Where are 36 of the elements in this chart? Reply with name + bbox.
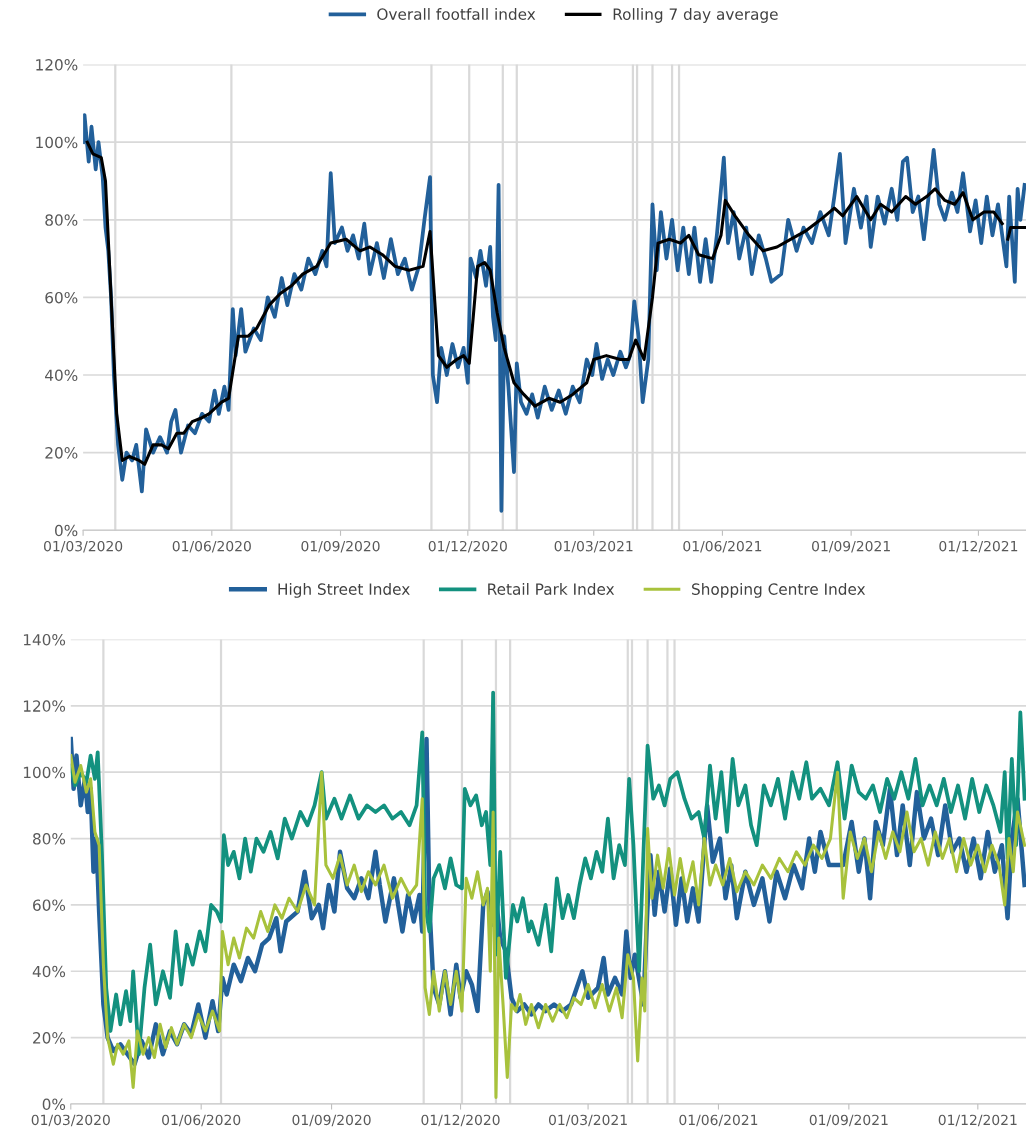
y-tick-label: 40% bbox=[45, 369, 78, 382]
x-tick-label: 01/09/2021 bbox=[812, 540, 890, 553]
y-tick-label: 80% bbox=[45, 214, 78, 226]
x-tick-label: 01/06/2021 bbox=[683, 540, 762, 553]
legend-label: Shopping Centre Index bbox=[692, 583, 866, 598]
y-tick-label: 80% bbox=[33, 833, 66, 845]
y-tick-label: 40% bbox=[32, 965, 66, 978]
y-tick-label: 100% bbox=[36, 136, 78, 149]
y-tick-label: 60% bbox=[45, 291, 78, 304]
x-tick-label: 01/12/2020 bbox=[428, 540, 507, 553]
y-tick-label: 20% bbox=[45, 447, 78, 459]
legend-label: Overall footfall index bbox=[377, 8, 536, 20]
y-tick-label: 20% bbox=[33, 1032, 66, 1044]
x-tick-label: 01/09/2021 bbox=[809, 1114, 888, 1127]
y-tick-label: 60% bbox=[33, 899, 66, 911]
x-tick-label: 01/12/2020 bbox=[421, 1114, 500, 1127]
y-tick-label: 0% bbox=[42, 1098, 66, 1111]
x-tick-label: 01/06/2020 bbox=[162, 1114, 241, 1127]
x-tick-label: 01/03/2021 bbox=[548, 1114, 627, 1127]
x-tick-label: 01/09/2020 bbox=[301, 540, 380, 553]
y-tick-label: 120% bbox=[36, 59, 78, 71]
legend-label: Rolling 7 day average bbox=[613, 8, 778, 23]
x-tick-label: 01/03/2021 bbox=[554, 540, 633, 553]
x-tick-label: 01/06/2020 bbox=[172, 540, 251, 553]
legend-label: High Street Index bbox=[278, 583, 410, 598]
x-tick-label: 01/03/2020 bbox=[44, 540, 123, 553]
y-tick-label: 100% bbox=[23, 766, 66, 779]
y-tick-label: 140% bbox=[23, 633, 66, 646]
x-tick-label: 01/12/2021 bbox=[938, 1114, 1017, 1127]
x-tick-label: 01/12/2021 bbox=[939, 540, 1018, 553]
legend-label: Retail Park Index bbox=[488, 583, 615, 595]
x-tick-label: 01/09/2020 bbox=[292, 1114, 371, 1127]
x-tick-label: 01/03/2020 bbox=[31, 1114, 110, 1127]
y-tick-label: 120% bbox=[23, 700, 66, 712]
x-tick-label: 01/06/2021 bbox=[679, 1114, 758, 1127]
y-tick-label: 0% bbox=[55, 524, 78, 537]
